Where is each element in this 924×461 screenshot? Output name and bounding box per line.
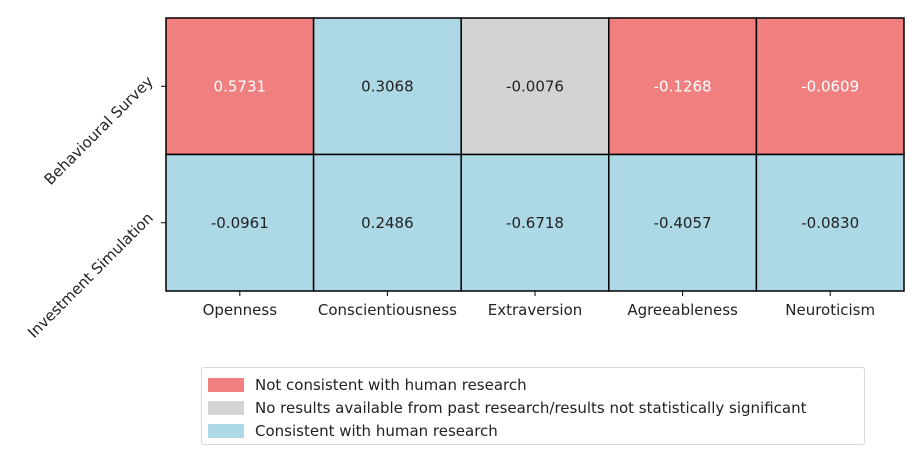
heatmap-cell-behavioural-survey-extraversion xyxy=(460,17,610,156)
x-tick-label-agreeableness: Agreeableness xyxy=(627,301,738,319)
heatmap-cell-investment-simulation-neuroticism xyxy=(755,153,905,292)
legend-label-no-results: No results available from past research/… xyxy=(255,398,807,417)
x-tick-label-conscientiousness: Conscientiousness xyxy=(318,301,457,319)
legend-label-consistent: Consistent with human research xyxy=(255,421,498,440)
chart-legend: Not consistent with human research No re… xyxy=(201,367,865,445)
legend-swatch-consistent xyxy=(208,423,244,438)
heatmap-cell-investment-simulation-agreeableness xyxy=(608,153,758,292)
legend-item-no-results: No results available from past research/… xyxy=(208,396,864,419)
legend-swatch-no-results xyxy=(208,400,244,415)
legend-item-consistent: Consistent with human research xyxy=(208,419,864,442)
cell-value-label: -0.0830 xyxy=(801,214,859,232)
y-tick-label-investment-simulation: Investment Simulation xyxy=(24,209,157,342)
heatmap-cell-behavioural-survey-neuroticism xyxy=(755,17,905,156)
cell-value-label: 0.3068 xyxy=(361,77,414,95)
legend-item-not-consistent: Not consistent with human research xyxy=(208,373,864,396)
cell-value-label: -0.0609 xyxy=(801,77,859,95)
cell-value-label: -0.4057 xyxy=(654,214,712,232)
legend-label-not-consistent: Not consistent with human research xyxy=(255,375,527,394)
cell-value-label: -0.1268 xyxy=(654,77,712,95)
legend-swatch-not-consistent xyxy=(208,377,244,392)
cell-value-label: -0.0076 xyxy=(506,77,564,95)
heatmap-cell-investment-simulation-conscientiousness xyxy=(312,153,462,292)
cell-value-label: -0.6718 xyxy=(506,214,564,232)
cell-value-label: -0.0961 xyxy=(211,214,269,232)
heatmap-cells: 0.5731 0.3068 -0.0076 -0.1268 -0.0609 -0.0961… xyxy=(165,17,905,292)
cell-value-label: 0.2486 xyxy=(361,214,414,232)
y-tick-label-behavioural-survey: Behavioural Survey xyxy=(41,72,157,188)
cell-value-label: 0.5731 xyxy=(214,77,267,95)
x-tick-label-openness: Openness xyxy=(203,301,278,319)
x-tick-label-extraversion: Extraversion xyxy=(488,301,583,319)
heatmap-cell-behavioural-survey-openness xyxy=(165,17,315,156)
heatmap-cell-investment-simulation-extraversion xyxy=(460,153,610,292)
heatmap-cell-behavioural-survey-agreeableness xyxy=(608,17,758,156)
x-tick-label-neuroticism: Neuroticism xyxy=(785,301,875,319)
